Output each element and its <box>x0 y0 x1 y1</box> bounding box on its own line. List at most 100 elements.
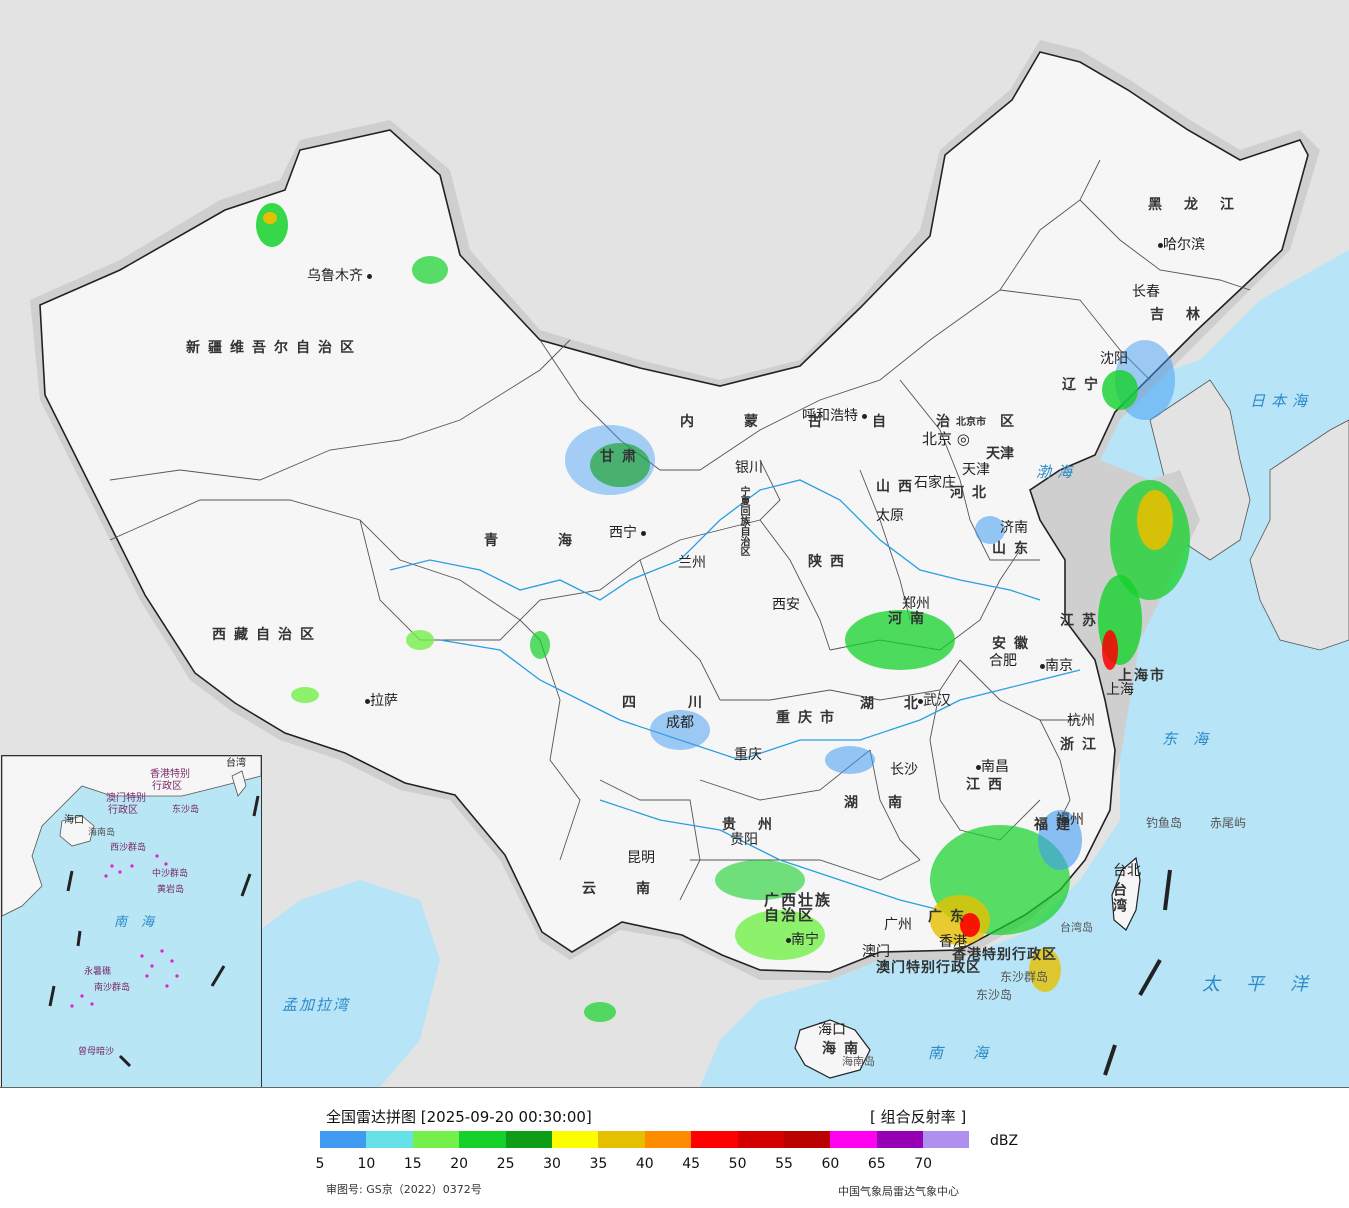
legend-panel <box>0 1088 1349 1208</box>
maritime-boundary <box>1103 869 1172 1076</box>
color-swatch <box>366 1131 413 1148</box>
scale-tick-label: 10 <box>357 1156 376 1172</box>
city-shijiazhuang: 石家庄 <box>914 475 956 491</box>
island-hainan: 海南岛 <box>842 1055 875 1068</box>
scale-tick-label: 15 <box>403 1156 422 1172</box>
region-macau-sar: 澳门特别行政区 <box>876 960 981 976</box>
scale-tick-label: 35 <box>589 1156 608 1172</box>
province-heilongjiang: 黑龙江 <box>1148 197 1256 213</box>
inset-label-nansha: 南沙群岛 <box>94 983 131 993</box>
island-dongsha-group: 东沙群岛 <box>1000 970 1049 984</box>
inset-label-taiwan: 台湾 <box>226 758 246 769</box>
city-guangzhou: 广州 <box>884 917 912 933</box>
city-hongkong: 香港 <box>939 934 967 950</box>
sea-bay-of-bengal: 孟加拉湾 <box>282 996 351 1014</box>
province-shanghai: 上海市 <box>1118 668 1166 684</box>
region-hongkong-sar: 香港特别行政区 <box>952 947 1057 963</box>
color-swatch <box>691 1131 738 1148</box>
province-shanxi: 山西 <box>876 479 920 495</box>
inset-label-macau-1: 澳门特别 <box>106 793 146 804</box>
color-scale <box>320 1131 970 1148</box>
scale-tick-label: 40 <box>635 1156 654 1172</box>
province-boundaries <box>109 159 1251 901</box>
sea-japan: 日本海 <box>1250 392 1314 410</box>
inset-label-xisha: 西沙群岛 <box>110 843 147 853</box>
province-shaanxi: 陕西 <box>808 554 852 570</box>
province-taiwan: 台湾 <box>1111 882 1127 914</box>
color-swatch <box>783 1131 831 1148</box>
inset-label-hk-1: 香港特别 <box>150 769 190 780</box>
city-jinan: 济南 <box>1000 520 1028 536</box>
city-harbin: 哈尔滨 <box>1158 238 1205 252</box>
south-china-sea-inset: 台湾 香港特别 行政区 澳门特别 行政区 东沙岛 海口 海南岛 西沙群岛 中沙群… <box>1 755 262 1087</box>
province-shandong: 山东 <box>992 541 1036 557</box>
city-dot <box>1158 242 1163 248</box>
city-nanchang: 南昌 <box>976 760 1009 774</box>
color-swatch <box>598 1131 645 1148</box>
color-swatch <box>412 1131 460 1148</box>
province-xinjiang: 新疆维吾尔自治区 <box>186 340 362 356</box>
inset-label-hk-2: 行政区 <box>152 781 182 792</box>
province-hebei: 河北 <box>950 485 994 501</box>
bay-of-bengal <box>260 880 440 1087</box>
city-xining: 西宁 <box>609 526 647 540</box>
city-dot <box>365 698 370 704</box>
region-beijing: 北京市 <box>956 417 986 428</box>
color-swatch <box>320 1131 367 1148</box>
scale-tick-label: 70 <box>914 1156 933 1172</box>
city-tianjin: 天津 <box>962 462 990 478</box>
province-guangdong: 广东 <box>928 909 972 925</box>
city-hangzhou: 杭州 <box>1067 713 1095 729</box>
city-macau: 澳门 <box>862 944 890 960</box>
inset-label-macau-2: 行政区 <box>108 805 138 816</box>
island-taiwan: 台湾岛 <box>1060 921 1093 934</box>
province-henan: 河南 <box>888 611 932 627</box>
city-wuhan: 武汉 <box>918 694 951 708</box>
province-anhui: 安徽 <box>992 636 1036 652</box>
scale-tick-label: 30 <box>543 1156 561 1172</box>
inset-label-zengmu: 曾母暗沙 <box>78 1047 115 1057</box>
city-dot <box>641 530 647 536</box>
taiwan-island <box>1111 856 1141 931</box>
rivers <box>389 479 1081 911</box>
sea-pacific: 太平洋 <box>1202 974 1334 995</box>
province-guangxi: 广西壮族自治区 <box>764 891 833 924</box>
color-swatch <box>876 1131 924 1148</box>
map-canvas <box>30 40 1349 1087</box>
city-shanghai: 上海 <box>1106 682 1134 698</box>
region-tianjin: 天津 <box>986 446 1014 462</box>
city-hohhot: 呼和浩特 <box>802 409 868 423</box>
china-land <box>39 51 1309 973</box>
color-swatch <box>737 1131 784 1148</box>
inset-dashed-line <box>48 795 260 1068</box>
inset-label-dongsha: 东沙岛 <box>172 805 200 815</box>
province-ningxia: 宁夏回族自治区 <box>738 486 749 556</box>
city-taipei: 台北 <box>1113 863 1141 879</box>
scale-tick-label: 5 <box>315 1156 325 1172</box>
scale-tick-label: 55 <box>775 1156 793 1172</box>
color-swatch <box>830 1131 877 1148</box>
city-kunming: 昆明 <box>627 850 655 866</box>
sea-south-china: 南海 <box>928 1044 1019 1062</box>
city-urumqi: 乌鲁木齐 <box>307 269 373 283</box>
city-taiyuan: 太原 <box>876 508 904 524</box>
city-dot <box>918 698 923 704</box>
island-diaoyu: 钓鱼岛 <box>1146 816 1183 830</box>
color-swatch <box>644 1131 692 1148</box>
map-panel: 乌鲁木齐 拉萨 西宁 兰州 银川 呼和浩特 北京 ◎ 天津 石家庄 太原 济南 … <box>0 0 1349 1088</box>
province-zhejiang: 浙江 <box>1060 737 1104 753</box>
province-sichuan: 四川 <box>622 695 754 711</box>
province-fujian: 福建 <box>1034 817 1078 833</box>
city-dot <box>976 764 981 770</box>
city-chengdu: 成都 <box>666 715 694 731</box>
color-swatch <box>551 1131 599 1148</box>
inset-label-south-sea: 南海 <box>114 915 169 930</box>
city-shenyang: 沈阳 <box>1100 351 1128 367</box>
color-swatch <box>505 1131 552 1148</box>
legend-title: 全国雷达拼图 [2025-09-20 00:30:00] <box>326 1108 592 1126</box>
scale-tick-label: 25 <box>496 1156 515 1172</box>
scale-tick-label: 60 <box>821 1156 840 1172</box>
data-source: 中国气象局雷达气象中心 <box>838 1185 959 1198</box>
province-yunnan: 云南 <box>582 881 690 897</box>
